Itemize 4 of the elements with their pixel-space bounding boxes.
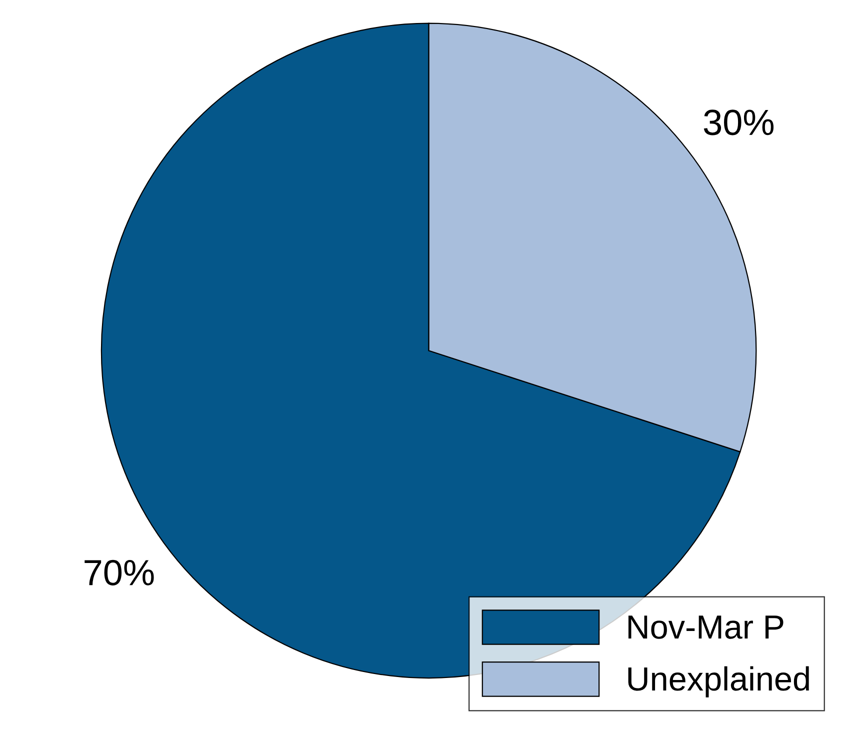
- data-label: 70%: [84, 560, 154, 586]
- legend-label: Nov-Mar P: [628, 616, 784, 639]
- data-label: 30%: [704, 110, 774, 136]
- legend-label: Unexplained: [628, 666, 809, 698]
